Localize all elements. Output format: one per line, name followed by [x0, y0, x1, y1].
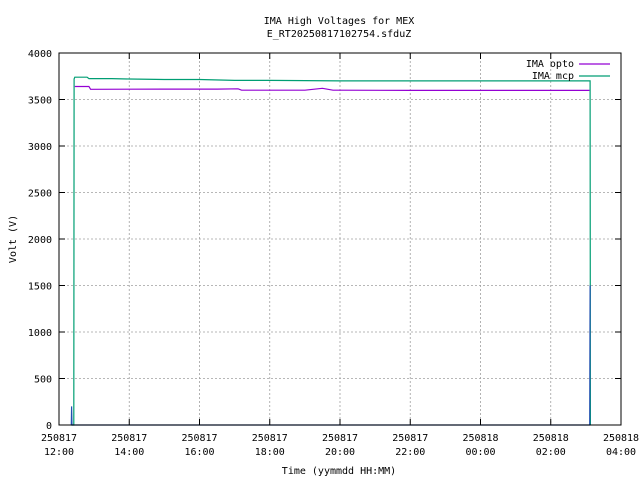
- y-tick-label: 500: [34, 375, 52, 386]
- x-tick-time: 20:00: [325, 447, 355, 458]
- legend-label: IMA mcp: [532, 71, 574, 82]
- plot-series: [70, 76, 592, 426]
- x-tick-date: 250817: [322, 433, 358, 444]
- x-tick-time: 18:00: [255, 447, 285, 458]
- x-tick-time: 14:00: [114, 447, 144, 458]
- y-tick-label: 1500: [28, 282, 52, 293]
- x-tick-time: 22:00: [395, 447, 425, 458]
- x-tick-time: 00:00: [465, 447, 495, 458]
- x-tick-time: 04:00: [606, 447, 636, 458]
- x-tick-time: 12:00: [44, 447, 74, 458]
- chart-title: IMA High Voltages for MEX: [264, 16, 415, 27]
- y-tick-label: 2500: [28, 189, 52, 200]
- x-tick-date: 250818: [533, 433, 569, 444]
- ima-mcp-line: [71, 76, 592, 426]
- y-tick-label: 3500: [28, 96, 52, 107]
- y-tick-label: 3000: [28, 142, 52, 153]
- spike-line: [70, 285, 591, 426]
- y-tick-label: 2000: [28, 235, 52, 246]
- y-tick-label: 1000: [28, 328, 52, 339]
- x-tick-time: 02:00: [536, 447, 566, 458]
- x-axis-label: Time (yymmdd HH:MM): [282, 466, 396, 477]
- axis-ticks: [58, 52, 622, 426]
- x-tick-date: 250817: [111, 433, 147, 444]
- y-axis-label: Volt (V): [8, 215, 19, 263]
- x-tick-labels: 250817 12:00 250817 14:00 250817 16:00 250817 1…: [41, 433, 639, 458]
- grid: [59, 53, 621, 425]
- x-tick-date: 250817: [41, 433, 77, 444]
- x-tick-date: 250818: [462, 433, 498, 444]
- y-tick-label: 4000: [28, 49, 52, 60]
- x-tick-date: 250818: [603, 433, 639, 444]
- chart-subtitle: E_RT20250817102754.sfduZ: [267, 29, 412, 40]
- x-tick-date: 250817: [392, 433, 428, 444]
- x-tick-time: 16:00: [184, 447, 214, 458]
- x-tick-date: 250817: [252, 433, 288, 444]
- y-tick-label: 0: [46, 421, 52, 432]
- legend-label: IMA opto: [526, 59, 574, 70]
- y-tick-labels: 0 500 1000 1500 2000 2500 3000 3500 4000: [28, 49, 52, 432]
- x-tick-date: 250817: [181, 433, 217, 444]
- ima-opto-line: [74, 85, 590, 92]
